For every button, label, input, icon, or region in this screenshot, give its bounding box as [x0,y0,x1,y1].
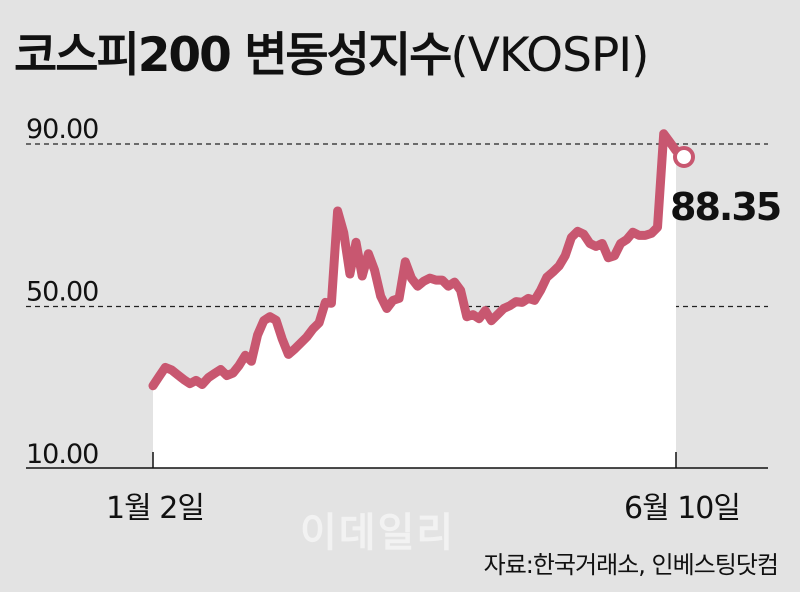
y-tick-label: 50.00 [26,277,98,308]
chart-title-paren: (VKOSPI) [450,28,649,83]
data-points [152,133,677,386]
watermark-logo: 이데일리 [300,510,456,556]
area-fill [153,133,676,469]
x-tick-label: 1월 2일 [106,491,204,526]
last-value-label: 88.35 [670,185,780,229]
x-ticks: 1월 2일 6월 10일 [106,452,741,526]
chart-title: 코스피200 변동성지수(VKOSPI) [14,16,650,85]
y-tick-label: 90.00 [26,114,98,145]
source-note: 자료:한국거래소, 인베스팅닷컴 [483,551,779,579]
x-tick-label: 6월 10일 [624,491,740,526]
y-tick-label: 10.00 [26,439,98,470]
last-value-marker [673,146,695,168]
y-tick-labels: 10.00 50.00 90.00 [26,114,99,470]
vkospi-line [148,129,681,391]
chart-title-main: 코스피200 변동성지수 [14,28,452,83]
